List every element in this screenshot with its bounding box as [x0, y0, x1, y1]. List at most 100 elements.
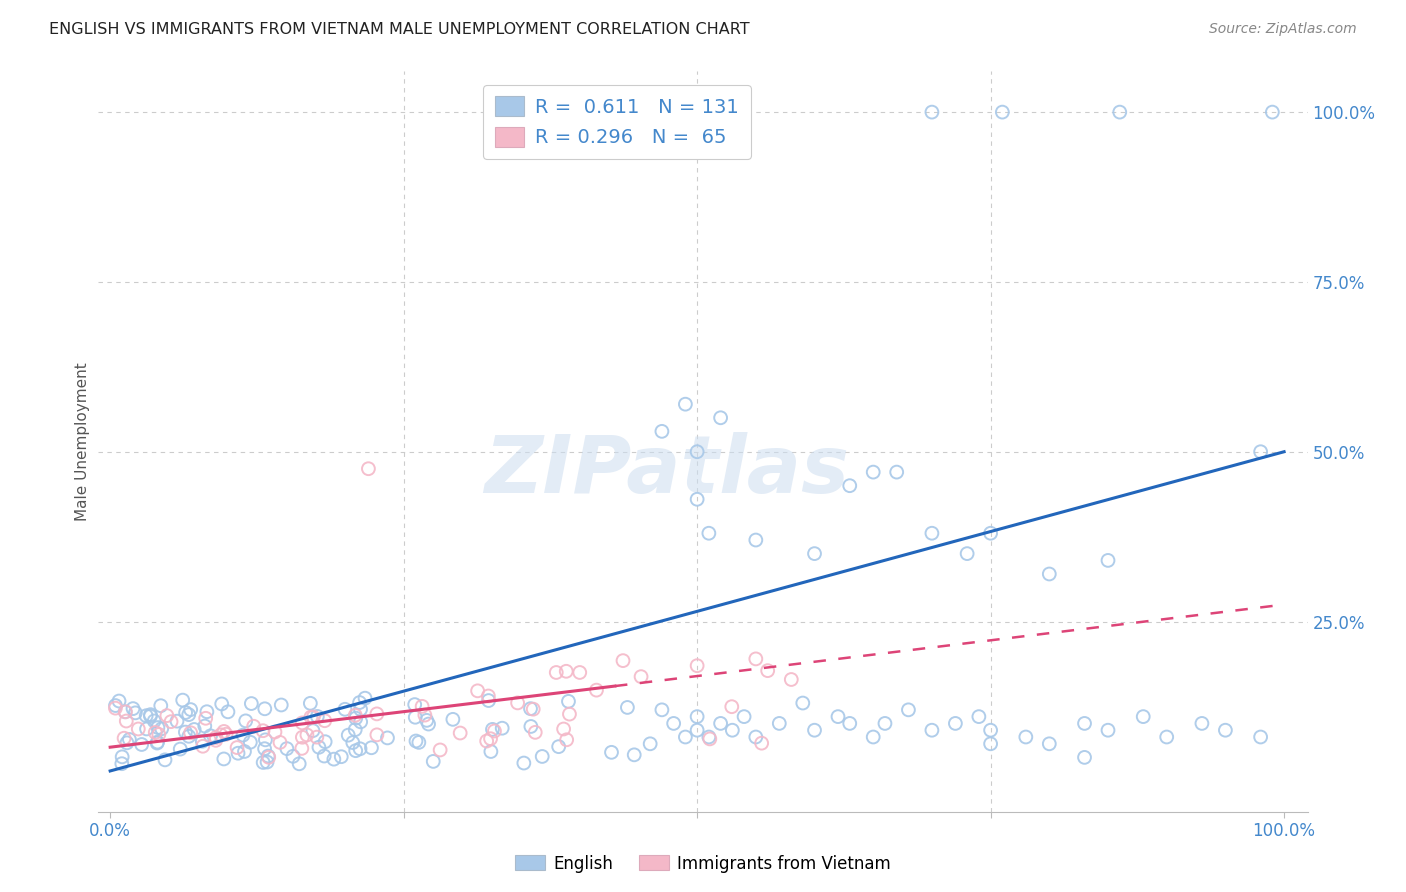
- Point: [513, 756, 536, 770]
- Point: [475, 734, 498, 748]
- Point: [980, 723, 1002, 738]
- Point: [252, 723, 274, 738]
- Point: [1108, 105, 1130, 120]
- Point: [956, 547, 979, 561]
- Point: [344, 711, 367, 725]
- Point: [264, 725, 287, 739]
- Point: [520, 719, 543, 733]
- Point: [862, 730, 884, 744]
- Point: [114, 705, 136, 719]
- Point: [344, 723, 367, 737]
- Point: [156, 708, 179, 723]
- Point: [226, 740, 249, 755]
- Point: [308, 740, 330, 755]
- Point: [710, 716, 733, 731]
- Point: [160, 714, 183, 729]
- Point: [349, 702, 371, 716]
- Point: [357, 461, 380, 475]
- Point: [104, 698, 127, 713]
- Point: [174, 706, 197, 720]
- Point: [413, 708, 436, 723]
- Point: [886, 465, 908, 479]
- Point: [873, 716, 896, 731]
- Point: [112, 731, 135, 746]
- Point: [139, 707, 162, 722]
- Point: [558, 707, 581, 722]
- Point: [115, 714, 138, 728]
- Point: [226, 746, 249, 760]
- Text: Source: ZipAtlas.com: Source: ZipAtlas.com: [1209, 22, 1357, 37]
- Point: [295, 728, 318, 742]
- Point: [897, 703, 920, 717]
- Point: [205, 731, 228, 745]
- Point: [623, 747, 645, 762]
- Point: [710, 410, 733, 425]
- Y-axis label: Male Unemployment: Male Unemployment: [75, 362, 90, 521]
- Point: [662, 716, 685, 731]
- Point: [139, 709, 162, 723]
- Point: [686, 492, 709, 507]
- Point: [673, 397, 696, 411]
- Point: [945, 716, 967, 731]
- Point: [756, 664, 779, 678]
- Point: [838, 716, 860, 731]
- Point: [166, 714, 188, 728]
- Point: [350, 714, 373, 729]
- Point: [253, 741, 276, 756]
- Point: [484, 723, 506, 738]
- Legend: R =  0.611   N = 131, R = 0.296   N =  65: R = 0.611 N = 131, R = 0.296 N = 65: [484, 85, 751, 159]
- Point: [547, 739, 569, 754]
- Point: [195, 705, 218, 719]
- Point: [568, 665, 591, 680]
- Point: [1250, 444, 1272, 458]
- Point: [215, 727, 238, 741]
- Point: [404, 698, 426, 712]
- Point: [148, 727, 170, 741]
- Point: [232, 728, 254, 742]
- Point: [330, 749, 353, 764]
- Point: [980, 526, 1002, 541]
- Point: [240, 697, 263, 711]
- Point: [314, 749, 336, 764]
- Point: [307, 709, 329, 723]
- Point: [177, 729, 200, 743]
- Point: [699, 731, 721, 746]
- Point: [233, 744, 256, 758]
- Point: [180, 703, 202, 717]
- Point: [803, 723, 825, 738]
- Point: [1215, 723, 1237, 738]
- Point: [115, 736, 138, 750]
- Point: [257, 749, 280, 764]
- Point: [1097, 723, 1119, 738]
- Point: [322, 752, 344, 766]
- Point: [673, 730, 696, 744]
- Point: [149, 698, 172, 713]
- Point: [127, 722, 149, 736]
- Point: [557, 694, 579, 708]
- Point: [354, 691, 377, 706]
- Point: [477, 689, 499, 703]
- Point: [212, 752, 235, 766]
- Point: [467, 683, 489, 698]
- Point: [314, 735, 336, 749]
- Point: [1038, 566, 1060, 581]
- Point: [862, 465, 884, 479]
- Point: [651, 703, 673, 717]
- Point: [204, 733, 226, 747]
- Point: [349, 741, 371, 756]
- Point: [686, 658, 709, 673]
- Point: [111, 756, 134, 771]
- Point: [180, 725, 202, 739]
- Point: [194, 711, 217, 725]
- Point: [270, 698, 292, 712]
- Point: [291, 741, 314, 756]
- Point: [1097, 553, 1119, 567]
- Text: ENGLISH VS IMMIGRANTS FROM VIETNAM MALE UNEMPLOYMENT CORRELATION CHART: ENGLISH VS IMMIGRANTS FROM VIETNAM MALE …: [49, 22, 749, 37]
- Point: [337, 728, 360, 742]
- Point: [291, 731, 314, 745]
- Point: [366, 706, 388, 721]
- Point: [150, 722, 173, 736]
- Point: [211, 697, 233, 711]
- Point: [281, 749, 304, 764]
- Point: [780, 673, 803, 687]
